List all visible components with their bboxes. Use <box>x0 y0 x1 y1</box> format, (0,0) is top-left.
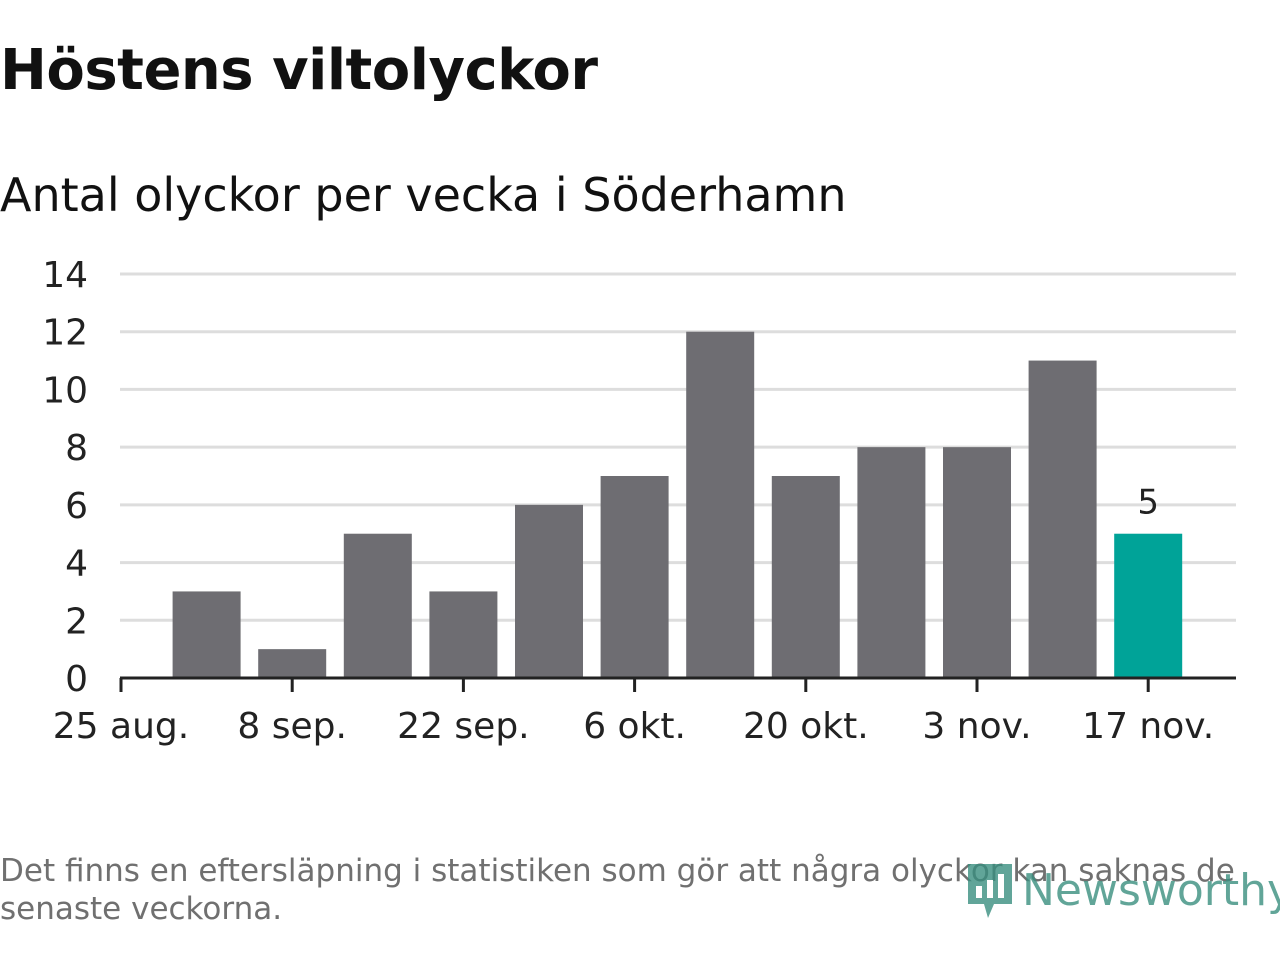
bar <box>1028 360 1097 678</box>
footnote: Det finns en eftersläpning i statistiken… <box>0 853 1235 927</box>
newsworthy-logo-icon <box>968 864 1012 918</box>
x-tick-label: 3 nov. <box>922 706 1031 747</box>
bar <box>172 591 241 678</box>
bar <box>515 504 583 678</box>
bar-chart: 0 2 4 6 8 10 12 14 5 25 aug. 8 sep. 22 sep. 6 okt. 20… <box>42 255 1236 747</box>
x-tick-label: 6 okt. <box>583 706 686 747</box>
x-tick-label: 25 aug. <box>53 706 189 747</box>
y-tick-label: 4 <box>65 544 88 585</box>
newsworthy-logo-text: Newsworthy <box>1022 864 1280 916</box>
bar <box>600 476 669 678</box>
bar <box>857 447 926 678</box>
data-label: 5 <box>1137 483 1159 523</box>
bar <box>258 649 327 678</box>
newsworthy-logo: Newsworthy <box>964 858 1280 922</box>
bar <box>429 591 498 678</box>
y-tick-label: 12 <box>42 313 88 354</box>
y-tick-label: 10 <box>42 370 88 411</box>
x-tick-label: 20 okt. <box>743 706 869 747</box>
chart-title: Höstens viltolyckor <box>0 38 598 103</box>
x-tick-label: 22 sep. <box>397 706 529 747</box>
x-tick-label: 8 sep. <box>237 706 347 747</box>
chart-subtitle: Antal olyckor per vecka i Söderhamn <box>0 168 847 222</box>
bar <box>771 476 840 678</box>
bar <box>686 331 755 678</box>
y-tick-label: 14 <box>42 255 88 296</box>
y-tick-label: 2 <box>65 601 88 642</box>
y-tick-label: 6 <box>65 486 88 527</box>
bar-highlight <box>1114 533 1183 678</box>
bar <box>943 447 1011 678</box>
x-tick-label: 17 nov. <box>1082 706 1214 747</box>
y-tick-label: 8 <box>65 428 88 469</box>
y-tick-label: 0 <box>65 659 88 700</box>
bar <box>343 533 412 678</box>
